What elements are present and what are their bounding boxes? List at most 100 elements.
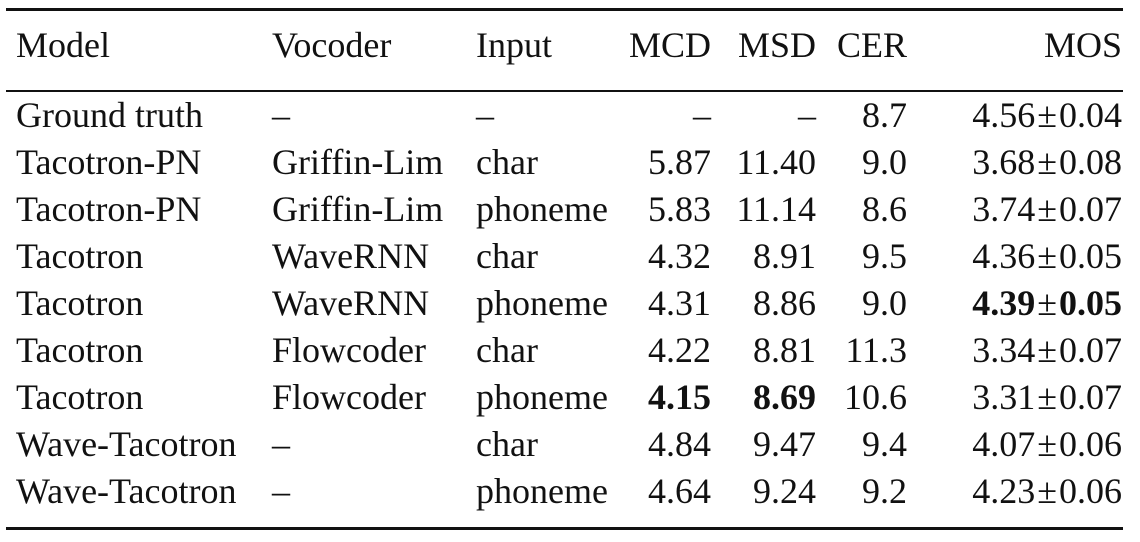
cell-input: phoneme bbox=[476, 283, 608, 323]
cell-mos: 3.74±0.07 bbox=[972, 186, 1122, 232]
cell-cer: 10.6 bbox=[844, 377, 907, 417]
mos-ci: 0.07 bbox=[1059, 377, 1122, 417]
table-row: Wave-Tacotron – phoneme 4.64 9.24 9.2 4.… bbox=[0, 468, 1140, 514]
cell-msd-best: 8.69 bbox=[753, 377, 816, 417]
header-mos: MOS bbox=[1043, 25, 1122, 65]
cell-input: char bbox=[476, 424, 538, 464]
cell-model: Tacotron bbox=[16, 330, 144, 370]
cell-msd: 8.86 bbox=[753, 283, 816, 323]
cell-mos: 3.31±0.07 bbox=[972, 374, 1122, 420]
cell-msd: 11.40 bbox=[736, 142, 816, 182]
table-row: Tacotron Flowcoder char 4.22 8.81 11.3 3… bbox=[0, 327, 1140, 373]
table-row: Tacotron-PN Griffin-Lim char 5.87 11.40 … bbox=[0, 139, 1140, 185]
mos-mean: 3.74 bbox=[972, 189, 1036, 229]
mos-mean: 4.39 bbox=[972, 283, 1036, 323]
cell-mos-best: 4.39±0.05 bbox=[972, 280, 1122, 326]
table-header-rule bbox=[6, 90, 1123, 92]
cell-vocoder: Griffin-Lim bbox=[272, 142, 444, 182]
mos-mean: 4.23 bbox=[972, 471, 1036, 511]
table-row: Ground truth – – – – 8.7 4.56±0.04 bbox=[0, 92, 1140, 138]
cell-model: Tacotron-PN bbox=[16, 189, 202, 229]
cell-vocoder: – bbox=[272, 471, 290, 511]
mos-mean: 3.31 bbox=[972, 377, 1036, 417]
cell-cer: 8.6 bbox=[862, 189, 907, 229]
cell-cer: 8.7 bbox=[862, 95, 907, 135]
cell-mcd: 5.83 bbox=[648, 189, 711, 229]
table-row: Wave-Tacotron – char 4.84 9.47 9.4 4.07±… bbox=[0, 421, 1140, 467]
cell-model: Wave-Tacotron bbox=[16, 471, 237, 511]
header-vocoder: Vocoder bbox=[272, 25, 392, 65]
plus-minus-symbol: ± bbox=[1037, 95, 1057, 135]
table-bottom-rule bbox=[6, 527, 1123, 530]
cell-input: char bbox=[476, 142, 538, 182]
cell-vocoder: WaveRNN bbox=[272, 283, 430, 323]
mos-ci: 0.04 bbox=[1059, 95, 1122, 135]
cell-mos: 4.56±0.04 bbox=[972, 92, 1122, 138]
table-top-rule bbox=[6, 8, 1123, 11]
cell-mos: 4.36±0.05 bbox=[972, 233, 1122, 279]
cell-input: phoneme bbox=[476, 377, 608, 417]
plus-minus-symbol: ± bbox=[1037, 424, 1057, 464]
plus-minus-symbol: ± bbox=[1037, 377, 1057, 417]
cell-input: phoneme bbox=[476, 189, 608, 229]
cell-input: – bbox=[476, 95, 494, 135]
cell-msd: – bbox=[798, 95, 816, 135]
cell-mos: 4.23±0.06 bbox=[972, 468, 1122, 514]
mos-ci: 0.07 bbox=[1059, 330, 1122, 370]
cell-cer: 9.4 bbox=[862, 424, 907, 464]
plus-minus-symbol: ± bbox=[1037, 189, 1057, 229]
header-model: Model bbox=[16, 25, 110, 65]
cell-mos: 4.07±0.06 bbox=[972, 421, 1122, 467]
cell-model: Tacotron bbox=[16, 377, 144, 417]
header-msd: MSD bbox=[737, 25, 816, 65]
cell-cer: 9.0 bbox=[862, 283, 907, 323]
plus-minus-symbol: ± bbox=[1037, 330, 1057, 370]
cell-mcd: – bbox=[693, 95, 711, 135]
table-row: Tacotron WaveRNN char 4.32 8.91 9.5 4.36… bbox=[0, 233, 1140, 279]
cell-input: char bbox=[476, 236, 538, 276]
mos-mean: 4.36 bbox=[972, 236, 1036, 276]
cell-vocoder: Griffin-Lim bbox=[272, 189, 444, 229]
cell-msd: 11.14 bbox=[736, 189, 816, 229]
cell-mcd-best: 4.15 bbox=[648, 377, 711, 417]
table-row: Tacotron Flowcoder phoneme 4.15 8.69 10.… bbox=[0, 374, 1140, 420]
header-cer: CER bbox=[836, 25, 907, 65]
cell-msd: 8.91 bbox=[753, 236, 816, 276]
cell-vocoder: WaveRNN bbox=[272, 236, 430, 276]
cell-model: Tacotron bbox=[16, 236, 144, 276]
plus-minus-symbol: ± bbox=[1037, 236, 1057, 276]
cell-model: Tacotron bbox=[16, 283, 144, 323]
cell-model: Ground truth bbox=[16, 95, 203, 135]
cell-mcd: 5.87 bbox=[648, 142, 711, 182]
plus-minus-symbol: ± bbox=[1037, 142, 1057, 182]
mos-ci: 0.07 bbox=[1059, 189, 1122, 229]
cell-input: char bbox=[476, 330, 538, 370]
cell-mcd: 4.32 bbox=[648, 236, 711, 276]
mos-ci: 0.06 bbox=[1059, 424, 1122, 464]
cell-cer: 9.5 bbox=[862, 236, 907, 276]
cell-vocoder: Flowcoder bbox=[272, 377, 426, 417]
cell-mcd: 4.22 bbox=[648, 330, 711, 370]
mos-ci: 0.08 bbox=[1059, 142, 1122, 182]
cell-cer: 9.2 bbox=[862, 471, 907, 511]
cell-model: Wave-Tacotron bbox=[16, 424, 237, 464]
cell-vocoder: – bbox=[272, 95, 290, 135]
cell-mcd: 4.31 bbox=[648, 283, 711, 323]
cell-mcd: 4.84 bbox=[648, 424, 711, 464]
mos-mean: 3.34 bbox=[972, 330, 1036, 370]
cell-mos: 3.68±0.08 bbox=[972, 139, 1122, 185]
cell-mcd: 4.64 bbox=[648, 471, 711, 511]
mos-ci: 0.05 bbox=[1059, 236, 1122, 276]
cell-msd: 9.24 bbox=[753, 471, 816, 511]
cell-mos: 3.34±0.07 bbox=[972, 327, 1122, 373]
cell-model: Tacotron-PN bbox=[16, 142, 202, 182]
cell-input: phoneme bbox=[476, 471, 608, 511]
header-input: Input bbox=[476, 25, 552, 65]
mos-mean: 4.07 bbox=[972, 424, 1036, 464]
cell-msd: 9.47 bbox=[753, 424, 816, 464]
cell-cer: 9.0 bbox=[862, 142, 907, 182]
header-mcd: MCD bbox=[628, 25, 711, 65]
table-header-row: Model Vocoder Input MCD MSD CER MOS bbox=[0, 22, 1140, 68]
cell-cer: 11.3 bbox=[845, 330, 907, 370]
